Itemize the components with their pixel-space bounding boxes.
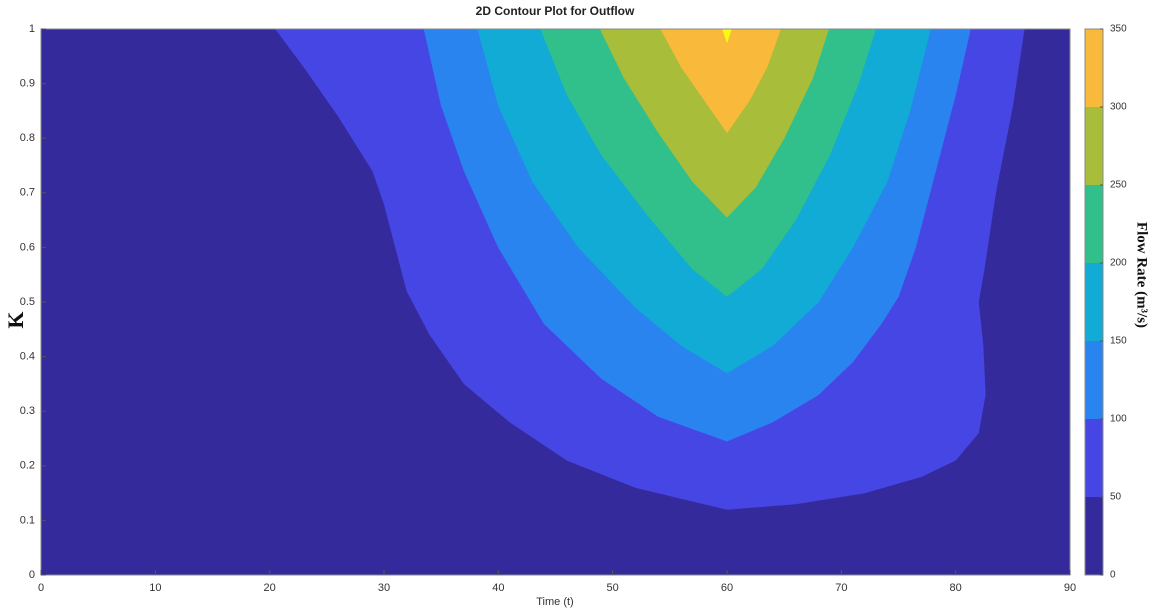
- colorbar-segment: [1085, 29, 1103, 107]
- x-tick-label: 50: [607, 582, 619, 594]
- x-tick-label: 60: [721, 582, 733, 594]
- colorbar-segment: [1085, 107, 1103, 185]
- y-tick-label: 0.7: [20, 187, 35, 199]
- x-tick-label: 10: [149, 582, 161, 594]
- y-tick-label: 0: [29, 569, 35, 581]
- colorbar-frame: [1084, 28, 1104, 576]
- colorbar-tick-label: 300: [1110, 102, 1127, 113]
- y-tick-label: 0.9: [20, 78, 35, 90]
- contour-region: [660, 28, 782, 134]
- x-axis-label: Time (t): [536, 596, 573, 608]
- x-tick-label: 20: [264, 582, 276, 594]
- colorbar-segment: [1085, 185, 1103, 263]
- colorbar-tick-label: 0: [1110, 570, 1116, 581]
- colorbar-tick-label: 150: [1110, 336, 1127, 347]
- y-tick-label: 0.3: [20, 405, 35, 417]
- y-tick-label: 0.4: [20, 351, 35, 363]
- colorbar-tick-label: 100: [1110, 414, 1127, 425]
- y-tick-label: 0.1: [20, 514, 35, 526]
- colorbar-segment: [1085, 263, 1103, 341]
- y-tick-label: 0.6: [20, 241, 35, 253]
- colorbar-tick-label: 200: [1110, 258, 1127, 269]
- x-tick-label: 0: [38, 582, 44, 594]
- y-axis-label: K: [3, 311, 28, 328]
- x-tick-label: 70: [835, 582, 847, 594]
- colorbar-label: Flow Rate (m³/s): [1134, 222, 1150, 328]
- y-tick-label: 0.2: [20, 460, 35, 472]
- x-tick-label: 90: [1064, 582, 1076, 594]
- y-tick-label: 0.5: [20, 296, 35, 308]
- y-tick-label: 1: [29, 23, 35, 35]
- y-tick-label: 0.8: [20, 132, 35, 144]
- colorbar-tick-label: 350: [1110, 24, 1127, 35]
- x-tick-label: 80: [950, 582, 962, 594]
- colorbar-tick-label: 250: [1110, 180, 1127, 191]
- colorbar-segment: [1085, 419, 1103, 497]
- x-tick-label: 30: [378, 582, 390, 594]
- chart-title: 2D Contour Plot for Outflow: [476, 4, 635, 18]
- x-tick-label: 40: [492, 582, 504, 594]
- colorbar-segment: [1085, 497, 1103, 575]
- colorbar-segment: [1085, 341, 1103, 419]
- colorbar-tick-label: 50: [1110, 492, 1122, 503]
- contour-region: [599, 28, 830, 218]
